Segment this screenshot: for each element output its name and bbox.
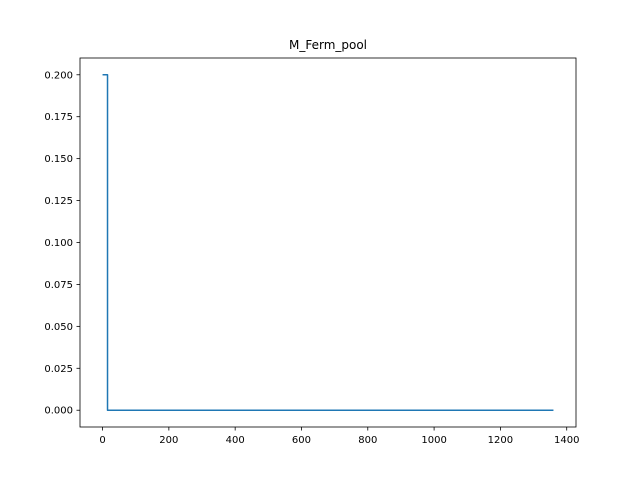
plot-series xyxy=(102,74,554,411)
y-tick-label: 0.075 xyxy=(44,280,73,291)
y-tick-label: 0.175 xyxy=(44,112,73,123)
x-tick-label: 800 xyxy=(358,435,377,446)
x-tick-label: 600 xyxy=(292,435,311,446)
y-tick-label: 0.025 xyxy=(44,364,73,375)
x-tick-label: 200 xyxy=(159,435,178,446)
plot-frame xyxy=(79,57,577,428)
y-tick-label: 0.050 xyxy=(44,322,73,333)
chart-title: M_Ferm_pool xyxy=(289,38,367,52)
y-tick-label: 0.200 xyxy=(44,70,73,81)
x-tick-label: 1000 xyxy=(421,435,446,446)
y-tick-label: 0.100 xyxy=(44,238,73,249)
y-tick-label: 0.000 xyxy=(44,406,73,417)
x-axis: 0 200 400 600 800 1000 1200 1400 xyxy=(99,427,579,446)
y-tick-label: 0.125 xyxy=(44,196,73,207)
x-tick-label: 1400 xyxy=(554,435,579,446)
x-tick-label: 400 xyxy=(226,435,245,446)
y-axis: 0.000 0.025 0.050 0.075 0.100 0.125 0.150 0.175… xyxy=(44,70,80,417)
series-line xyxy=(102,74,554,411)
y-tick-label: 0.150 xyxy=(44,154,73,165)
x-tick-label: 0 xyxy=(99,435,105,446)
x-tick-label: 1200 xyxy=(488,435,513,446)
